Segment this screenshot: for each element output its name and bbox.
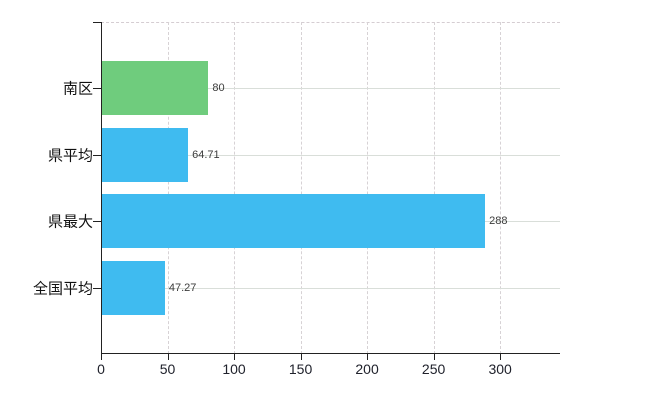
x-axis-tick xyxy=(367,354,369,360)
category-label: 南区 xyxy=(62,80,93,98)
x-axis-tick xyxy=(300,354,302,360)
plot-area: 80 64.71 288 47.27 xyxy=(101,22,560,354)
y-axis-tick xyxy=(93,221,101,223)
vertical-gridline xyxy=(500,22,502,354)
category-label: 県平均 xyxy=(47,147,93,165)
bar-value-label: 64.71 xyxy=(192,148,220,161)
category-label: 全国平均 xyxy=(32,280,93,298)
horizontal-gridline xyxy=(101,287,560,289)
bar-value-label: 288 xyxy=(489,215,508,228)
bar-value-label: 80 xyxy=(212,82,225,95)
x-axis-line xyxy=(101,353,560,354)
category-label: 県最大 xyxy=(47,213,93,231)
vertical-gridline xyxy=(367,22,369,354)
y-axis-tick xyxy=(93,154,101,156)
y-axis-tick xyxy=(93,88,101,90)
x-axis-tick-label: 200 xyxy=(355,361,379,377)
bar-全国平均 xyxy=(102,260,165,315)
x-axis-tick xyxy=(167,354,169,360)
bar-南区 xyxy=(102,61,209,116)
y-axis-tick xyxy=(93,22,101,23)
x-axis-tick-label: 100 xyxy=(222,361,246,377)
vertical-gridline xyxy=(234,22,236,354)
x-axis-tick-label: 50 xyxy=(159,361,176,377)
horizontal-gridline xyxy=(101,154,560,156)
x-axis-tick xyxy=(500,354,502,360)
vertical-gridline xyxy=(167,22,169,354)
x-axis-tick-label: 0 xyxy=(97,361,105,377)
y-axis-line xyxy=(101,22,102,354)
x-axis-tick xyxy=(433,354,435,360)
horizontal-gridline xyxy=(101,88,560,90)
vertical-gridline xyxy=(300,22,302,354)
x-axis-tick-label: 300 xyxy=(488,361,512,377)
bar-県平均 xyxy=(102,127,189,182)
bar-value-label: 47.27 xyxy=(168,281,197,294)
x-axis-tick-label: 250 xyxy=(421,361,446,377)
bar-県最大 xyxy=(102,194,486,249)
y-axis-tick xyxy=(93,287,101,289)
x-axis-tick xyxy=(101,354,102,360)
x-axis-tick-label: 150 xyxy=(288,361,313,377)
vertical-gridline xyxy=(433,22,435,354)
plot-top-border xyxy=(101,22,560,23)
x-axis-tick xyxy=(234,354,236,360)
